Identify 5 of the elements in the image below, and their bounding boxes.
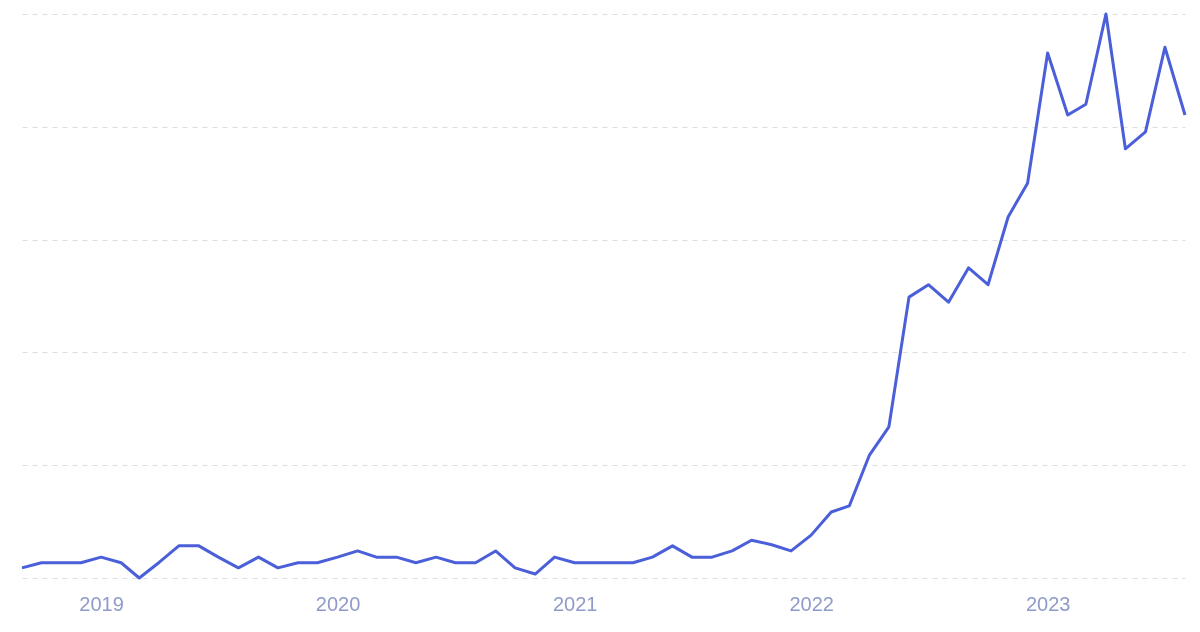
x-tick-label: 2022 <box>789 592 834 615</box>
x-tick-label: 2023 <box>1025 592 1071 615</box>
x-tick-label: 2019 <box>79 592 124 615</box>
x-tick-label: 2020 <box>315 592 361 615</box>
x-tick-label: 2021 <box>552 592 598 615</box>
